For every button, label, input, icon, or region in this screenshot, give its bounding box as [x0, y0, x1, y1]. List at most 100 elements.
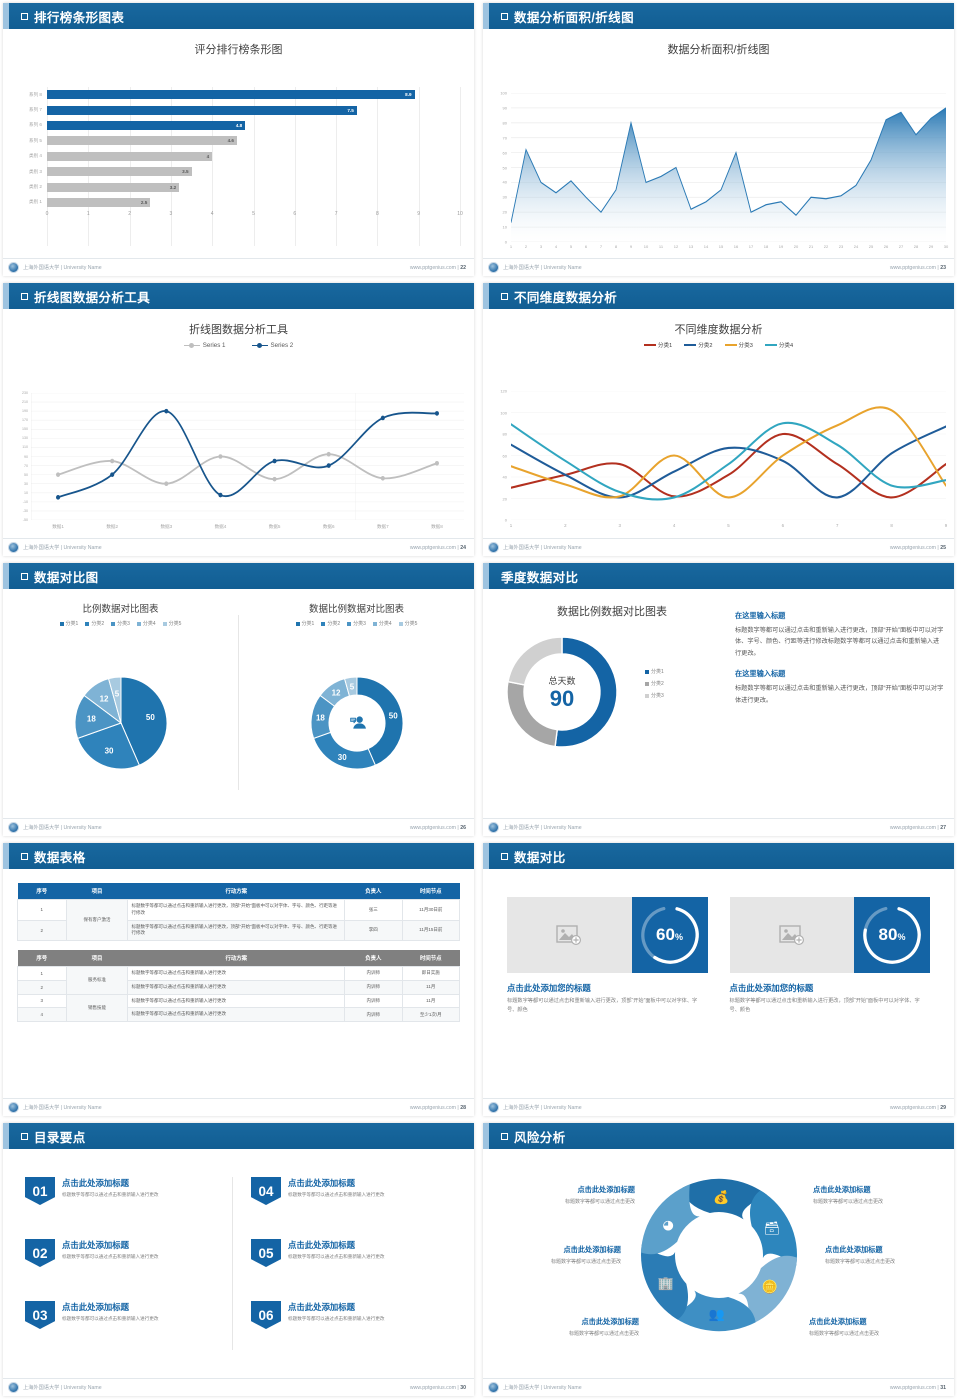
legend-item[interactable]: 分类3: [724, 341, 753, 349]
table-cell: 标题数字等都可以通过点击和重新输入进行更改: [127, 979, 346, 995]
bar-track: 4.8: [47, 118, 460, 133]
legend-item[interactable]: 分类5: [162, 620, 181, 627]
chart-title: 比例数据对比图表: [82, 604, 159, 615]
slide-multi-dimension[interactable]: 不同维度数据分析 不同维度数据分析 分类1 分类2 分类3 分类4 120 100 80 6…: [480, 280, 960, 560]
bar-track: 3.2: [47, 179, 460, 194]
card-heading: 点击此处添加您的标题: [507, 983, 591, 993]
legend-item[interactable]: 分类1: [295, 620, 314, 627]
chart-title: 数据比例数据对比图表: [557, 606, 667, 618]
data-table-blue[interactable]: 序号 项目 行动方案 负责人 时间节点 1 保有客户激活 标题数字等都可以通过点击和重新输入进…: [17, 883, 461, 941]
slide-footer: 上海外国语大学 | University Name www.pptgenius.…: [483, 818, 954, 836]
legend-item[interactable]: 分类2: [321, 620, 340, 627]
bar-category-label: 系列 7: [28, 107, 42, 113]
slide-line-tool[interactable]: 折线图数据分析工具 折线图数据分析工具 Series 1 Series 2 230…: [0, 280, 480, 560]
y-tick: 120: [500, 388, 507, 394]
risk-item[interactable]: 点击此处添加标题 标题数字等都可以通过点击更改: [825, 1245, 953, 1265]
legend-item[interactable]: 分类4: [136, 620, 156, 627]
compare-card[interactable]: 80% 点击此处添加您的标题 标题数字等都可以通过点击和重新输入进行更改，顶部“开始…: [729, 897, 930, 1016]
table-row[interactable]: 4 标题数字等都可以通过点击和重新输入进行更改 内训师 至少1次/月: [17, 1007, 461, 1022]
svg-text:50: 50: [388, 711, 397, 720]
square-bullet-icon: [501, 12, 508, 20]
risk-item[interactable]: 点击此处添加标题 标题数字等都可以通过点击更改: [813, 1185, 941, 1205]
footer-site: www.pptgenius.com: [889, 824, 936, 831]
toc-item[interactable]: 02 点击此处添加标题 标题数字等都可以通过点击和重新输入进行更改: [25, 1239, 232, 1267]
toc-item[interactable]: 04 点击此处添加标题 标题数字等都可以通过点击和重新输入进行更改: [251, 1177, 458, 1205]
legend-label: 分类4: [378, 621, 392, 627]
legend-marker: [645, 681, 649, 686]
bar-value-label: 3.5: [182, 169, 189, 175]
legend-item[interactable]: 分类2: [684, 341, 713, 349]
table-row[interactable]: 1 服务标准 标题数字等都可以通过点击和重新输入进行更改 内训师 即日实施: [17, 966, 461, 995]
slide-header: 数据对比: [483, 843, 954, 869]
toc-item[interactable]: 01 点击此处添加标题 标题数字等都可以通过点击和重新输入进行更改: [25, 1177, 232, 1205]
toc-item[interactable]: 03 点击此处添加标题 标题数字等都可以通过点击和重新输入进行更改: [25, 1301, 232, 1329]
legend-item[interactable]: Series 2: [251, 342, 293, 349]
toc-item[interactable]: 05 点击此处添加标题 标题数字等都可以通过点击和重新输入进行更改: [251, 1239, 458, 1267]
legend-item[interactable]: 分类1: [59, 620, 78, 627]
risk-heading: 点击此处添加标题: [813, 1185, 871, 1194]
y-tick: 20: [502, 496, 507, 501]
slide-data-table[interactable]: 数据表格 序号 项目 行动方案 负责人 时间节点 1 保有客户激活 标题数字等都可以通过点击和…: [0, 840, 480, 1120]
x-tick: 7: [599, 244, 603, 249]
x-tick: 13: [688, 244, 694, 249]
svg-text:12: 12: [331, 688, 340, 697]
slide-area-line[interactable]: 数据分析面积/折线图 数据分析面积/折线图 100 90 80 70 60 50 40 30 2…: [480, 0, 960, 280]
legend-item[interactable]: 分类3: [111, 620, 130, 627]
legend-item[interactable]: 分类3: [347, 620, 366, 627]
legend-item[interactable]: 分类5: [398, 620, 417, 627]
add-image-icon[interactable]: [729, 897, 854, 973]
bar-category-label: 类别 1: [28, 199, 42, 205]
y-tick: 0: [504, 239, 507, 245]
footer-university: 上海外国语大学 | University Name: [23, 545, 102, 551]
legend-item[interactable]: Series 1: [183, 342, 226, 349]
legend-item[interactable]: 分类2: [645, 680, 664, 687]
slide-toc-points[interactable]: 目录要点 01 点击此处添加标题 标题数字等都可以通过点击和重新输入进行更改 02 点击…: [0, 1120, 480, 1400]
y-tick: 230: [22, 391, 28, 395]
data-table-gray[interactable]: 序号 项目 行动方案 负责人 时间节点 1 服务标准 标题数字等都可以通过点击和重新输入进行更…: [17, 950, 461, 1022]
legend-item[interactable]: 分类1: [643, 341, 672, 349]
table-row[interactable]: 2 标题数字等都可以通过点击和重新输入进行更改 内训师 11月: [17, 979, 461, 995]
risk-item[interactable]: 点击此处添加标题 标题数字等都可以通过点击更改: [809, 1317, 937, 1337]
slide-data-compare[interactable]: 数据对比 60% 点击此处添加您的标题 标题数字等都可以通过点击和重新输入进行更改，…: [480, 840, 960, 1120]
table-cell: 内训师: [344, 979, 403, 995]
bar-x-tick: 7: [334, 211, 338, 218]
slide-footer: 上海外国语大学 | University Name www.pptgenius.…: [483, 1098, 954, 1116]
university-seal-icon: [488, 542, 499, 553]
table-row[interactable]: 3 销售技能 标题数字等都可以通过点击和重新输入进行更改 内训师 11月: [17, 993, 461, 1022]
x-tick: 数据2: [106, 524, 119, 529]
legend-item[interactable]: 分类1: [645, 668, 664, 675]
footer-site: www.pptgenius.com: [889, 1384, 936, 1391]
chart-title: 不同维度数据分析: [674, 324, 763, 336]
legend-item[interactable]: 分类3: [645, 692, 664, 699]
add-image-icon[interactable]: [507, 897, 632, 973]
table-row[interactable]: 2 标题数字等都可以通过点击和重新输入进行更改，顶部“开始”面板中可以对字体、字号…: [17, 919, 461, 941]
bar-x-tick: 9: [417, 211, 421, 218]
slide-quarterly-compare[interactable]: 季度数据对比 数据比例数据对比图表 总天数 90 分类1 分类2 分类3 在这里输入…: [480, 560, 960, 840]
legend-marker: [398, 621, 403, 626]
bar-row: 类别 3 3.5: [11, 164, 460, 179]
risk-item[interactable]: 点击此处添加标题 标题数字等都可以通过点击更改: [507, 1185, 635, 1205]
y-tick: 90: [24, 454, 28, 459]
slide-ranking-bar[interactable]: 排行榜条形图表 评分排行榜条形图 系列 8 8.9 系列 7 7.5 系列 6 4.8 系列…: [0, 0, 480, 280]
page-number: 30: [460, 1384, 466, 1391]
legend-item[interactable]: 分类2: [85, 620, 104, 627]
slide-risk-analysis[interactable]: 风险分析 💰 🗃 🪙 👥 🏢 ◕ 点击此处添加标题 标题数字等都可以通过点击更改 点击此处添加…: [480, 1120, 960, 1400]
bar-track: 2.5: [47, 195, 460, 210]
table-header-cell: 负责人: [344, 883, 403, 900]
legend-item[interactable]: 分类4: [372, 620, 392, 627]
slide-proportion-compare[interactable]: 数据对比图 比例数据对比图表 分类1 分类2 分类3 分类4 分类5 50 30 18 12 5…: [0, 560, 480, 840]
percent-unit: %: [674, 932, 683, 942]
compare-card[interactable]: 60% 点击此处添加您的标题 标题数字等都可以通过点击和重新输入进行更改，顶部“开始…: [507, 897, 708, 1016]
risk-item[interactable]: 点击此处添加标题 标题数字等都可以通过点击更改: [511, 1317, 639, 1337]
university-seal-icon: [488, 262, 499, 273]
risk-body: 标题数字等都可以通过点击更改: [568, 1331, 639, 1337]
table-cell: 至少1次/月: [401, 1007, 461, 1022]
chart-title: 折线图数据分析工具: [189, 324, 288, 336]
table-row[interactable]: 1 保有客户激活 标题数字等都可以通过点击和重新输入进行更改，顶部“开始”面板中可以…: [17, 899, 461, 941]
footer-site: www.pptgenius.com: [409, 1384, 456, 1391]
risk-item[interactable]: 点击此处添加标题 标题数字等都可以通过点击更改: [493, 1245, 621, 1265]
toc-item[interactable]: 06 点击此处添加标题 标题数字等都可以通过点击和重新输入进行更改: [251, 1301, 458, 1329]
legend-item[interactable]: 分类4: [764, 341, 793, 349]
bar-row: 系列 6 4.8: [11, 118, 460, 133]
risk-heading: 点击此处添加标题: [563, 1245, 621, 1254]
